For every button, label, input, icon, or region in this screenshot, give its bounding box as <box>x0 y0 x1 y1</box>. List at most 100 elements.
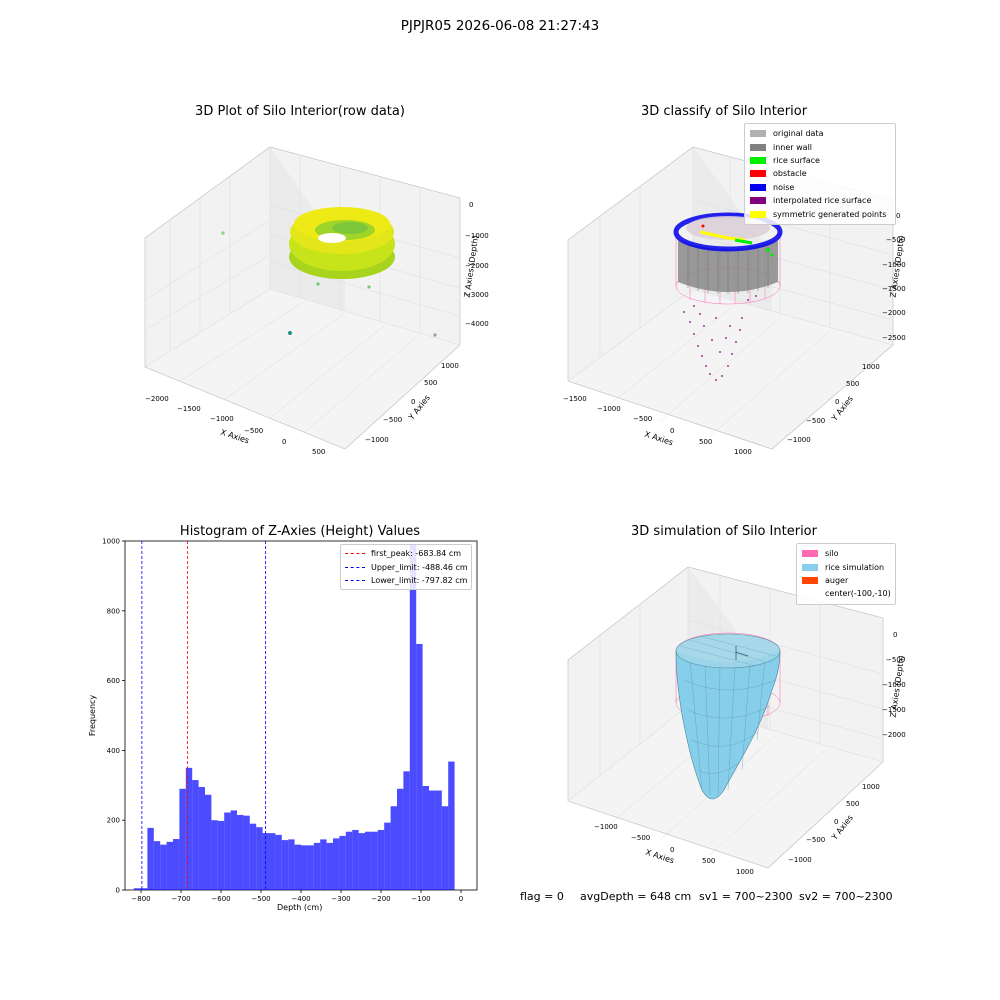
histogram-bar <box>269 833 276 890</box>
sim-ytick: 500 <box>846 800 860 808</box>
classify-xtick: −1000 <box>597 405 621 413</box>
histogram-bar <box>384 822 391 890</box>
sim-ytick: 1000 <box>862 783 880 791</box>
histogram-xtick-label: −500 <box>251 895 270 903</box>
histogram-y-ticks: 0 200 400 600 800 1000 <box>102 538 125 895</box>
histogram-bar <box>185 767 193 890</box>
histogram-bar <box>333 838 340 890</box>
sim-ztick: −1500 <box>882 706 906 714</box>
sim-xtick: −1000 <box>594 823 618 831</box>
histogram-bar <box>160 844 167 890</box>
histogram-xlabel: Depth (cm) <box>277 903 323 912</box>
histogram-ytick-label: 200 <box>107 817 120 825</box>
sim-xtick: 0 <box>670 846 675 854</box>
legend-item-rice-simulation: rice simulation <box>802 560 890 573</box>
legend-label: inner wall <box>773 142 813 152</box>
histogram-bar <box>429 790 436 890</box>
classify-3d-axes <box>567 146 894 450</box>
footer-avg-depth: avgDepth = 648 cm <box>580 890 692 903</box>
classify-ztick: −1000 <box>882 261 906 269</box>
histogram-bar <box>397 788 404 890</box>
raw-xtick: −1500 <box>177 405 201 413</box>
sim-ztick: −2000 <box>882 731 906 739</box>
histogram-bar <box>275 834 282 890</box>
classify-ztick: −2500 <box>882 334 906 342</box>
legend-label: center(-100,-10) <box>825 589 891 599</box>
classify-legend: original data inner wall rice surface ob… <box>744 123 896 225</box>
classify-ztick: −2000 <box>882 309 906 317</box>
simulation-3d-axes <box>567 566 884 869</box>
histogram-ytick-label: 1000 <box>102 538 120 546</box>
legend-item-first-peak: first_peak: -683.84 cm <box>345 547 467 560</box>
sim-ytick: −500 <box>806 836 826 844</box>
histogram-bar <box>237 814 244 890</box>
histogram-bar <box>133 888 141 890</box>
histogram-bar <box>147 827 154 890</box>
histogram-reference-lines <box>141 541 267 890</box>
histogram-bar <box>448 761 455 890</box>
histogram-bar <box>339 835 346 890</box>
histogram-bar <box>141 888 148 890</box>
legend-swatch <box>750 210 766 218</box>
histogram-xtick-label: 0 <box>459 895 463 903</box>
classify-ytick: −1000 <box>787 436 811 444</box>
raw-ztick: 0 <box>469 201 474 209</box>
legend-line <box>345 579 365 581</box>
histogram-bar <box>230 810 237 890</box>
histogram-bar <box>294 844 301 890</box>
classify-ytick: 1000 <box>862 363 880 371</box>
classify-xtick: 1000 <box>734 448 752 456</box>
histogram-bar <box>365 831 372 890</box>
histogram-bar <box>371 831 378 890</box>
interpolated-funnel <box>683 295 757 381</box>
raw-xtick: 500 <box>312 448 326 456</box>
histogram-bar <box>224 812 231 890</box>
histogram-bar <box>288 839 295 890</box>
classify-ytick: 0 <box>835 398 840 406</box>
legend-item-noise: noise <box>750 181 890 194</box>
classify-xtick: −500 <box>633 415 653 423</box>
legend-label: rice surface <box>773 155 820 165</box>
histogram-bar <box>358 833 365 890</box>
classify-ytick: −500 <box>806 417 826 425</box>
histogram-xtick-label: −300 <box>331 895 350 903</box>
legend-swatch <box>802 563 818 571</box>
legend-item-lower-limit: Lower_limit: -797.82 cm <box>345 574 467 587</box>
histogram-xtick-label: −200 <box>371 895 390 903</box>
classify-ztick: 0 <box>896 212 901 220</box>
legend-label: first_peak: -683.84 cm <box>371 549 462 559</box>
histogram-bar <box>217 820 225 890</box>
sim-xtick: 500 <box>702 857 716 865</box>
raw-3d-axes <box>144 146 461 450</box>
raw-ytick: −1000 <box>365 436 389 444</box>
legend-item-center: center(-100,-10) <box>802 587 891 600</box>
histogram-bar <box>198 787 205 890</box>
legend-line <box>345 553 365 555</box>
classify-xtick: 500 <box>699 438 713 446</box>
legend-item-interpolated: interpolated rice surface <box>750 194 890 207</box>
histogram-bar <box>166 841 173 890</box>
histogram-xtick-label: −400 <box>291 895 310 903</box>
histogram-bar <box>179 788 186 890</box>
legend-swatch <box>802 576 818 584</box>
legend-swatch <box>750 143 766 151</box>
sim-xtick: 1000 <box>736 868 754 876</box>
histogram-bar <box>320 839 327 890</box>
histogram-title: Histogram of Z-Axies (Height) Values <box>179 524 421 539</box>
classify-panel-title: 3D classify of Silo Interior <box>640 104 808 119</box>
legend-swatch <box>750 130 766 138</box>
histogram-bar <box>211 820 218 890</box>
legend-swatch <box>750 183 766 191</box>
raw-ztick: −1000 <box>465 232 489 240</box>
raw-ztick: −3000 <box>465 291 489 299</box>
legend-item-original-data: original data <box>750 127 890 140</box>
histogram-legend: first_peak: -683.84 cm Upper_limit: -488… <box>340 544 472 591</box>
histogram-bar <box>307 845 314 890</box>
sim-ytick: −1000 <box>788 856 812 864</box>
histogram-ytick-label: 800 <box>107 607 120 615</box>
raw-ytick: 1000 <box>441 362 459 370</box>
raw-ytick: 0 <box>411 398 416 406</box>
histogram-bar <box>243 815 250 890</box>
histogram-bar <box>301 845 308 890</box>
raw-xtick: −500 <box>244 427 264 435</box>
